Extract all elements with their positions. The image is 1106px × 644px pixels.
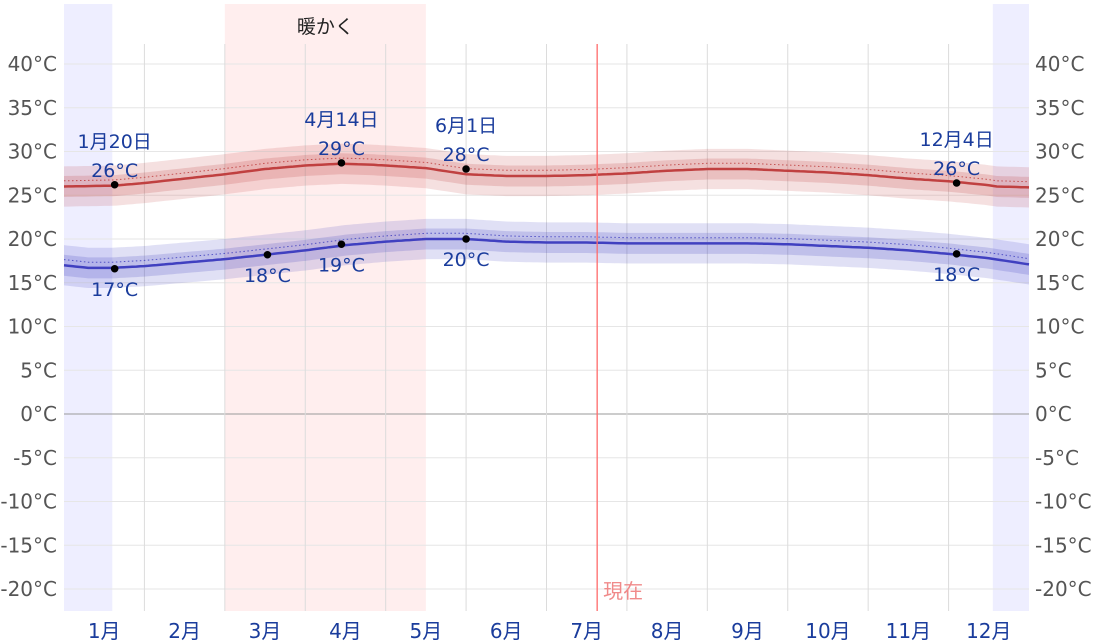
cool-season-band-2 (993, 4, 1029, 611)
annotation-value-label-4: 26°C (933, 158, 980, 180)
annotation-point-4 (953, 179, 961, 187)
annotation-point-8 (462, 235, 470, 243)
month-label: 8月 (651, 619, 684, 643)
annotation-point-6 (264, 251, 272, 259)
y-tick-label-right: 15°C (1035, 271, 1084, 295)
y-tick-label-left: 15°C (8, 271, 57, 295)
now-label: 現在 (603, 579, 643, 603)
annotation-point-2 (338, 159, 346, 167)
y-tick-label-left: 10°C (8, 315, 57, 339)
y-tick-label-left: -10°C (0, 490, 57, 514)
month-label: 6月 (490, 619, 523, 643)
y-tick-label-left: 35°C (8, 96, 57, 120)
y-tick-label-right: 30°C (1035, 140, 1084, 164)
y-tick-label-left: 40°C (8, 52, 57, 76)
y-tick-label-left: 20°C (8, 227, 57, 251)
annotation-date-label-4: 12月4日 (919, 129, 993, 151)
warm-season-label: 暖かく (297, 16, 354, 38)
annotation-value-label-9: 18°C (933, 264, 980, 286)
annotation-point-1 (111, 181, 119, 189)
y-tick-label-right: -15°C (1035, 533, 1092, 557)
month-label: 4月 (329, 619, 362, 643)
y-tick-label-right: 5°C (1035, 358, 1072, 382)
month-label: 10月 (805, 619, 850, 643)
y-tick-label-right: -5°C (1035, 446, 1079, 470)
month-label: 9月 (731, 619, 764, 643)
annotation-value-label-1: 26°C (91, 160, 138, 182)
annotation-value-label-2: 29°C (318, 138, 365, 160)
annotation-point-3 (462, 165, 470, 173)
y-tick-label-right: 25°C (1035, 183, 1084, 207)
month-label: 5月 (410, 619, 443, 643)
y-tick-label-right: -20°C (1035, 577, 1092, 601)
cool-season-band-1 (64, 4, 112, 611)
y-tick-label-left: 30°C (8, 140, 57, 164)
month-label: 3月 (249, 619, 282, 643)
grid-layer (64, 44, 1029, 611)
y-tick-label-right: 20°C (1035, 227, 1084, 251)
y-tick-label-right: 40°C (1035, 52, 1084, 76)
y-tick-label-left: 25°C (8, 183, 57, 207)
y-tick-label-right: 0°C (1035, 402, 1072, 426)
annotation-date-label-2: 4月14日 (304, 109, 378, 131)
month-label: 12月 (966, 619, 1011, 643)
annotation-value-label-6: 18°C (244, 265, 291, 287)
y-tick-label-right: 10°C (1035, 315, 1084, 339)
annotation-date-label-1: 1月20日 (78, 131, 152, 153)
annotation-point-5 (111, 265, 119, 273)
annotation-point-9 (953, 250, 961, 258)
y-tick-label-right: -10°C (1035, 490, 1092, 514)
annotation-value-label-5: 17°C (91, 279, 138, 301)
annotation-value-label-7: 19°C (318, 254, 365, 276)
y-tick-label-left: -15°C (0, 533, 57, 557)
warm-season-band (225, 4, 426, 611)
month-label: 1月 (88, 619, 121, 643)
month-label: 7月 (570, 619, 603, 643)
annotation-value-label-8: 20°C (443, 249, 490, 271)
y-tick-label-left: 0°C (20, 402, 57, 426)
y-tick-label-left: -20°C (0, 577, 57, 601)
annotation-date-label-3: 6月1日 (435, 115, 497, 137)
month-label: 2月 (168, 619, 201, 643)
y-tick-label-right: 35°C (1035, 96, 1084, 120)
annotation-point-7 (338, 240, 346, 248)
month-label: 11月 (886, 619, 931, 643)
y-tick-label-left: -5°C (13, 446, 57, 470)
y-tick-label-left: 5°C (20, 358, 57, 382)
annotation-value-label-3: 28°C (443, 144, 490, 166)
